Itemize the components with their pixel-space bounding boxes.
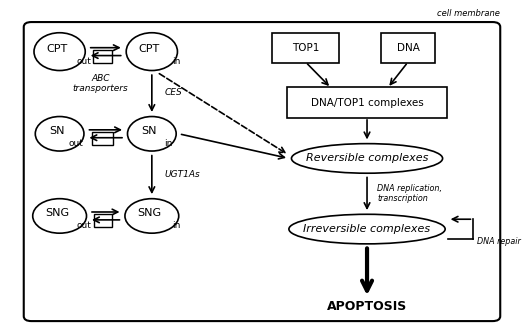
Text: DNA replication,
transcription: DNA replication, transcription <box>377 184 442 204</box>
FancyBboxPatch shape <box>287 87 446 118</box>
Ellipse shape <box>125 199 179 233</box>
Text: DNA/TOP1 complexes: DNA/TOP1 complexes <box>311 98 423 108</box>
Text: DNA: DNA <box>397 43 419 53</box>
Text: in: in <box>164 139 172 148</box>
FancyBboxPatch shape <box>93 132 113 145</box>
Ellipse shape <box>35 116 84 151</box>
FancyBboxPatch shape <box>94 214 112 227</box>
Text: CPT: CPT <box>47 44 68 54</box>
Text: SNG: SNG <box>137 208 161 218</box>
Text: DNA repair: DNA repair <box>478 237 521 246</box>
Text: Reversible complexes: Reversible complexes <box>306 153 428 163</box>
FancyArrowPatch shape <box>159 74 285 153</box>
Text: cell membrane: cell membrane <box>437 9 500 18</box>
Text: in: in <box>172 56 180 66</box>
Text: SN: SN <box>49 126 65 136</box>
Text: SNG: SNG <box>45 208 69 218</box>
FancyBboxPatch shape <box>24 22 500 321</box>
FancyBboxPatch shape <box>381 33 435 63</box>
Text: out: out <box>77 221 92 230</box>
Ellipse shape <box>291 144 443 173</box>
Text: TOP1: TOP1 <box>292 43 319 53</box>
Ellipse shape <box>289 214 445 244</box>
Ellipse shape <box>127 116 176 151</box>
Text: Irreversible complexes: Irreversible complexes <box>304 224 431 234</box>
Text: CPT: CPT <box>139 44 160 54</box>
FancyBboxPatch shape <box>93 50 113 63</box>
Text: CES: CES <box>165 88 183 97</box>
Text: out: out <box>77 56 92 66</box>
Text: SN: SN <box>142 126 157 136</box>
FancyBboxPatch shape <box>272 33 339 63</box>
Text: UGT1As: UGT1As <box>165 170 200 180</box>
Ellipse shape <box>34 33 85 71</box>
Text: out: out <box>69 139 84 148</box>
Text: APOPTOSIS: APOPTOSIS <box>327 300 407 313</box>
Ellipse shape <box>126 33 177 71</box>
Text: ABC
transporters: ABC transporters <box>72 74 129 93</box>
Text: in: in <box>172 221 180 230</box>
Ellipse shape <box>33 199 87 233</box>
